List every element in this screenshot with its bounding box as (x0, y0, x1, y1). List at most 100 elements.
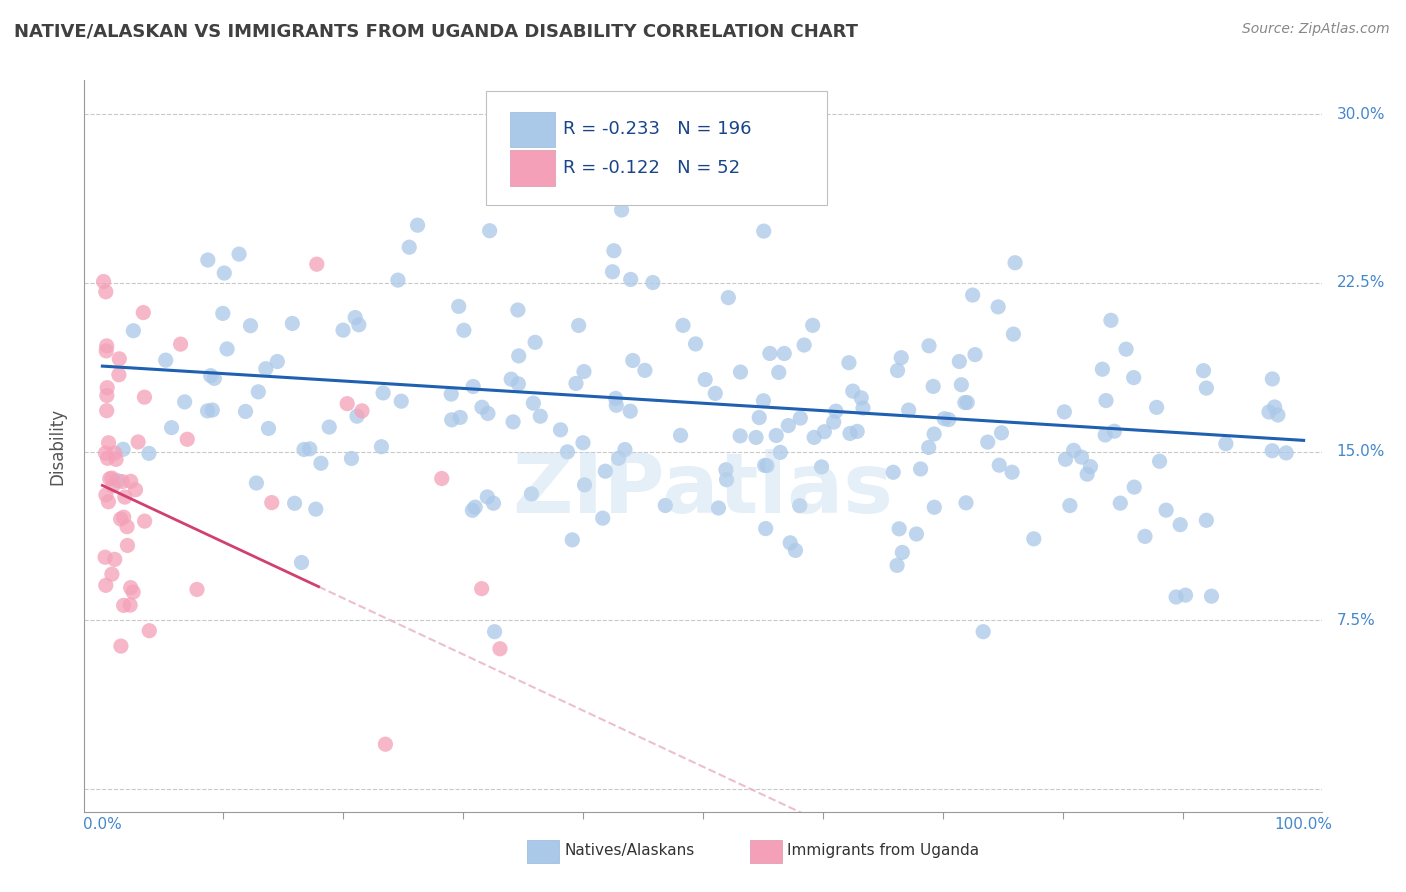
Text: R = -0.233   N = 196: R = -0.233 N = 196 (564, 120, 752, 138)
Point (748, 410, 770, 425)
Point (602, 265, 624, 279)
Point (105, 452, 128, 467)
Point (1094, 428, 1116, 442)
FancyBboxPatch shape (510, 151, 554, 186)
Point (305, 257, 328, 271)
Point (1123, 480, 1146, 494)
Point (842, 384, 865, 398)
Point (120, 581, 142, 595)
Point (120, 475, 142, 489)
Point (1104, 424, 1126, 438)
Point (695, 372, 717, 386)
Point (752, 393, 775, 408)
Point (962, 288, 984, 302)
Point (897, 403, 920, 417)
Point (235, 404, 257, 418)
Point (239, 318, 262, 333)
Point (1264, 400, 1286, 414)
Point (155, 353, 177, 368)
Point (134, 390, 156, 404)
Point (950, 377, 973, 392)
Point (228, 247, 250, 261)
Text: Natives/Alaskans: Natives/Alaskans (564, 843, 695, 858)
Point (972, 624, 994, 639)
FancyBboxPatch shape (527, 839, 560, 863)
Point (716, 473, 738, 487)
Point (318, 420, 340, 434)
Point (309, 456, 332, 470)
Point (773, 346, 796, 360)
Point (112, 599, 135, 613)
Point (846, 425, 869, 439)
Point (714, 463, 737, 477)
Point (215, 342, 238, 356)
Point (730, 365, 752, 379)
Point (610, 202, 633, 217)
Point (672, 318, 695, 333)
Point (508, 349, 530, 363)
Point (508, 376, 530, 391)
Point (1095, 393, 1118, 408)
Point (1275, 446, 1298, 460)
Point (120, 598, 142, 612)
Point (1054, 452, 1077, 467)
Point (101, 567, 124, 582)
Point (471, 401, 494, 415)
Text: 30.0%: 30.0% (1337, 106, 1385, 121)
Point (489, 641, 512, 656)
Point (138, 446, 160, 460)
Point (482, 496, 505, 510)
Point (605, 398, 627, 412)
Point (956, 395, 979, 409)
Point (1004, 256, 1026, 270)
Point (1002, 327, 1025, 342)
Point (768, 365, 790, 379)
Point (202, 371, 225, 385)
Point (281, 317, 304, 331)
Point (891, 545, 914, 559)
Point (104, 552, 127, 566)
Point (1166, 590, 1188, 604)
Point (96, 388, 118, 402)
Point (803, 430, 825, 444)
Point (96, 339, 118, 353)
Point (160, 420, 183, 434)
Point (97, 451, 120, 466)
Point (685, 337, 707, 351)
Point (918, 441, 941, 455)
Point (953, 395, 976, 409)
Point (1192, 364, 1215, 378)
Point (905, 527, 928, 541)
Point (654, 499, 676, 513)
Point (124, 483, 146, 497)
Point (107, 474, 129, 488)
Point (886, 363, 908, 377)
Point (886, 558, 908, 573)
Point (755, 522, 778, 536)
Point (173, 395, 195, 409)
Point (1258, 405, 1281, 419)
Point (574, 478, 596, 492)
FancyBboxPatch shape (510, 112, 554, 147)
Point (789, 411, 811, 425)
Point (197, 404, 219, 418)
Point (484, 624, 506, 639)
Point (769, 445, 792, 459)
Point (478, 224, 501, 238)
Point (1001, 465, 1024, 479)
Point (1154, 503, 1177, 517)
Point (260, 495, 283, 509)
Point (1070, 450, 1092, 464)
Point (1267, 408, 1289, 422)
Point (922, 427, 945, 442)
Point (955, 496, 977, 510)
Point (1195, 513, 1218, 527)
Point (212, 266, 235, 280)
Point (98, 472, 121, 486)
Point (96, 403, 118, 417)
Text: Source: ZipAtlas.com: Source: ZipAtlas.com (1241, 22, 1389, 37)
Point (1099, 313, 1122, 327)
Point (1076, 467, 1098, 482)
Point (779, 536, 801, 550)
Point (477, 407, 499, 421)
